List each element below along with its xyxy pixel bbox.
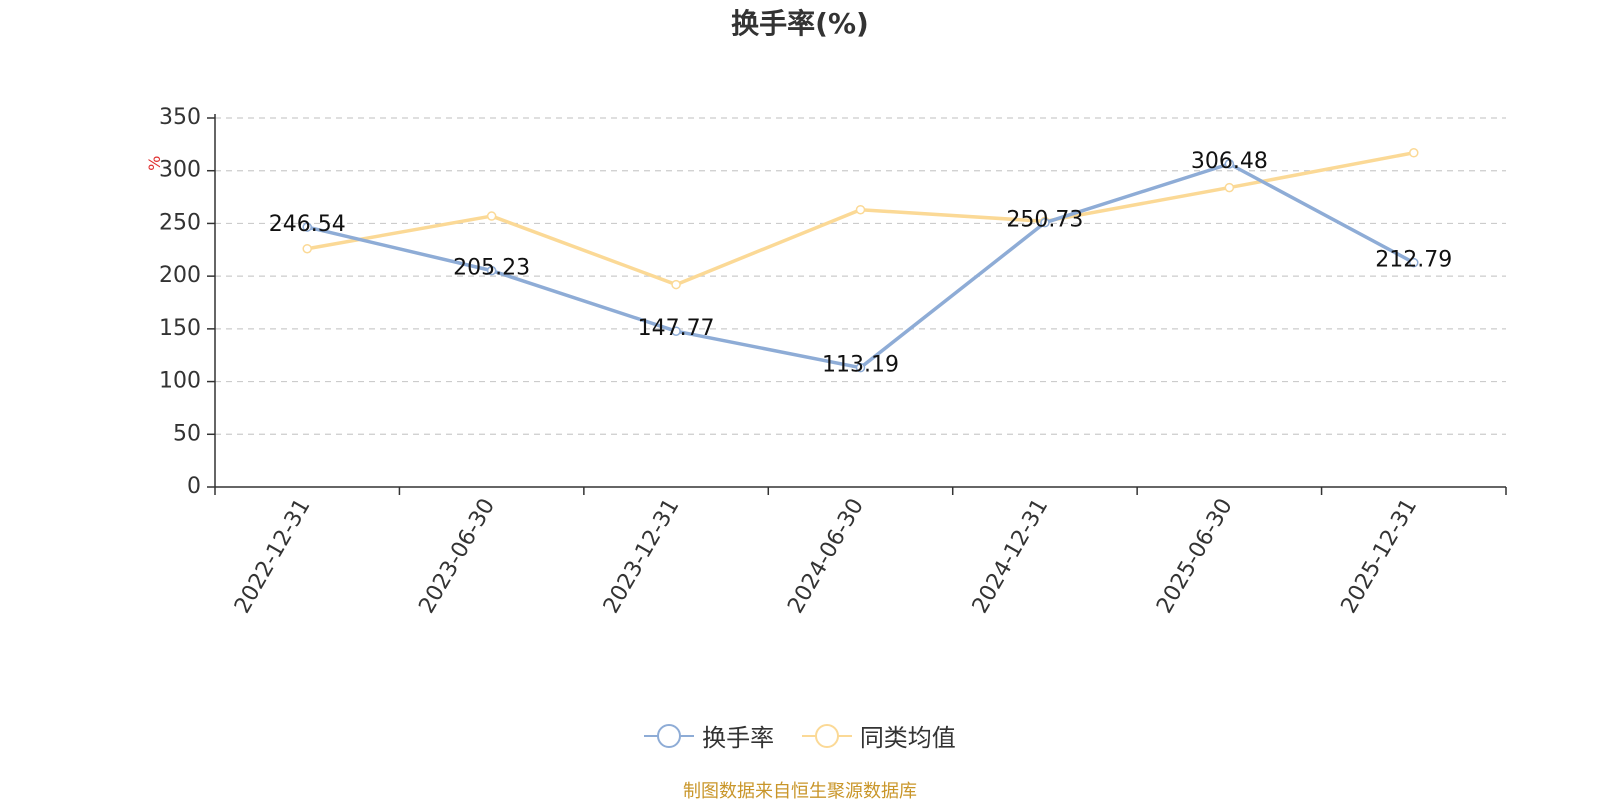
y-tick-label-100: 100 [159, 369, 201, 394]
data-labels: 246.54 205.23 147.77 113.19 250.73 306.48 212.… [269, 149, 1453, 378]
series-1-point-2024-06-30 [855, 362, 866, 373]
source-note: 制图数据来自恒生聚源数据库 [683, 781, 917, 802]
y-tick-label-150: 150 [159, 316, 201, 341]
chart-plot: 0 50 100 150 200 250 300 350% 2022-12-31 2023-06-… [145, 105, 1507, 618]
legend-label-series-2: 同类均值 [859, 724, 956, 752]
legend-item-series-2[interactable]: 同类均值 [801, 718, 956, 753]
y-tick-label-0: 0 [187, 474, 201, 499]
y-tick-label-300: 300 [159, 158, 201, 183]
x-tick-label-2024-06-30: 2024-06-30 [783, 495, 869, 618]
data-label-2022-12-31: 246.54 [269, 212, 346, 237]
series-2-point-2025-12-31 [1409, 148, 1419, 158]
x-tick-label-2023-06-30: 2023-06-30 [414, 495, 500, 618]
x-tick-label-2025-06-30: 2025-06-30 [1152, 495, 1238, 618]
series-1-point-2023-06-30 [486, 265, 497, 276]
y-tick-label-350: 350 [159, 105, 201, 130]
series-1-point-2025-12-31 [1409, 257, 1419, 268]
series-2-point-2023-06-30 [486, 211, 497, 221]
x-tick-label-2025-12-31: 2025-12-31 [1337, 495, 1423, 618]
series-2-point-2024-06-30 [855, 204, 866, 215]
series-1-point-2025-06-30 [1224, 159, 1235, 169]
legend-swatch-series-1 [644, 723, 695, 748]
legend-label-series-1: 换手率 [702, 724, 775, 752]
data-label-2024-12-31: 250.73 [1006, 208, 1083, 233]
x-tick-label-2022-12-31: 2022-12-31 [230, 495, 316, 618]
y-tick-label-250: 250 [159, 210, 201, 235]
series-1-point-2024-12-31 [1040, 217, 1050, 228]
series [302, 148, 1419, 373]
series-2-point-2022-12-31 [302, 243, 312, 254]
y-tick-label-200: 200 [159, 263, 201, 288]
data-label-2024-06-30: 113.19 [822, 353, 899, 378]
x-tick-label-2024-12-31: 2024-12-31 [968, 495, 1054, 618]
series-2-point-2023-12-31 [671, 279, 681, 290]
y-tick-label-50: 50 [173, 421, 201, 446]
data-label-2023-12-31: 147.77 [638, 316, 715, 341]
series-1-point-2023-12-31 [671, 326, 681, 336]
chart-title: 换手率(%) [731, 7, 869, 40]
data-label-2025-06-30: 306.48 [1191, 149, 1268, 174]
grid-lines [215, 117, 1506, 435]
y-axis-unit-label: % [145, 156, 164, 171]
data-label-2025-12-31: 212.79 [1375, 248, 1452, 273]
legend-item-series-1[interactable]: 换手率 [644, 718, 774, 753]
x-tick-label-2023-12-31: 2023-12-31 [599, 495, 685, 618]
data-label-2023-06-30: 205.23 [453, 256, 530, 281]
legend-swatch-series-2 [801, 723, 852, 748]
series-2-point-2025-06-30 [1224, 182, 1235, 193]
legend: 换手率 同类均值 [0, 718, 1600, 755]
series-1-point-2022-12-31 [302, 222, 312, 232]
